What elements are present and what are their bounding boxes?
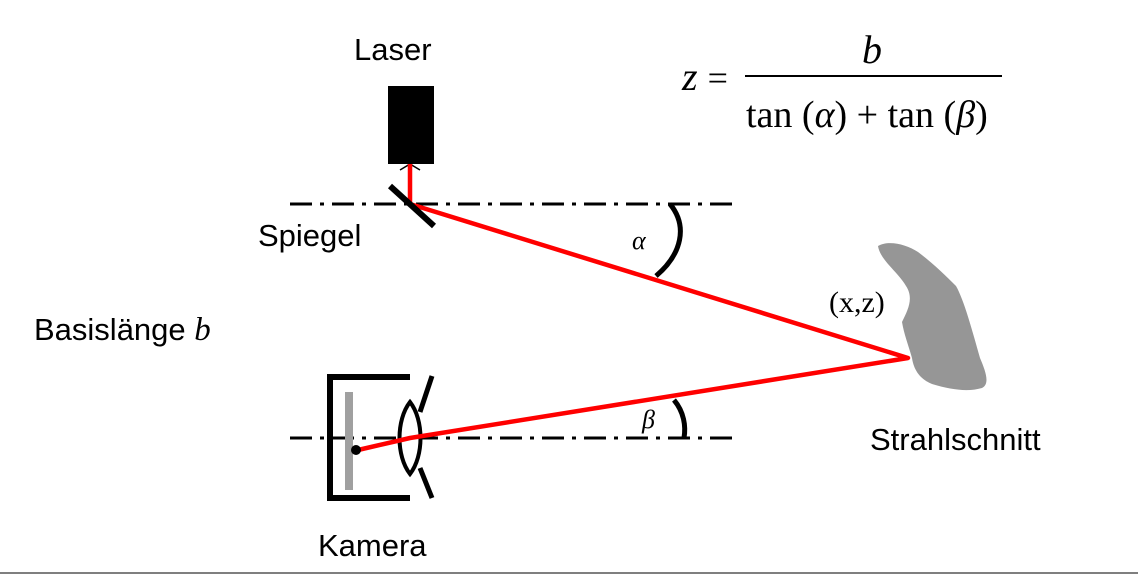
camera-label: Kamera	[318, 528, 427, 563]
object-shape	[878, 243, 987, 391]
baseline-text: Basislänge	[34, 312, 186, 347]
camera-sensor	[345, 392, 353, 490]
baseline-symbol: b	[194, 312, 211, 348]
alpha-label: α	[632, 226, 646, 255]
formula-lhs: z =	[682, 57, 728, 97]
formula-equals: =	[707, 58, 728, 98]
formula-den-part3: )	[975, 94, 988, 136]
alpha-arc	[654, 202, 683, 278]
beta-label: β	[642, 405, 655, 434]
formula-den-beta: β	[956, 94, 976, 136]
formula-den-alpha: α	[814, 94, 835, 136]
laser-beam	[357, 164, 911, 453]
object-label: Strahlschnitt	[870, 422, 1041, 457]
camera-aperture-bottom	[417, 467, 435, 499]
formula-den-part2: ) + tan (	[834, 94, 957, 136]
formula-den-part1: tan (	[746, 94, 815, 136]
laser-label: Laser	[354, 32, 432, 67]
formula-denominator: tan (α) + tan (β)	[746, 96, 988, 134]
point-label: (x,z)	[829, 286, 885, 319]
formula-numerator: b	[862, 27, 882, 72]
beta-arc	[672, 398, 688, 439]
mirror-label: Spiegel	[258, 218, 362, 253]
sensor-spot	[351, 445, 361, 455]
formula-z: z	[682, 54, 698, 99]
mirror	[387, 183, 437, 229]
laser-body	[388, 86, 434, 164]
camera-aperture-top	[417, 375, 435, 413]
camera-housing	[327, 374, 410, 501]
baseline-label: Basislänge b	[34, 314, 211, 347]
